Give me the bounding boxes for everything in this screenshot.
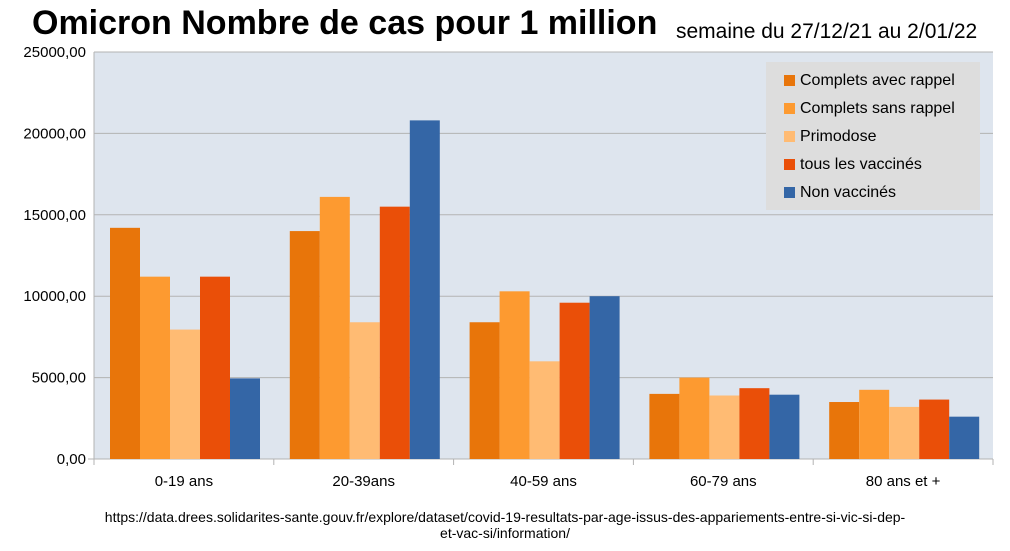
- legend-swatch: [784, 75, 795, 86]
- bar: [889, 406, 920, 459]
- source-url: https://data.drees.solidarites-sante.gou…: [0, 509, 1010, 541]
- legend-label: tous les vaccinés: [800, 156, 922, 173]
- legend-label: Complets sans rappel: [800, 100, 955, 117]
- bar: [230, 378, 260, 459]
- bar: [319, 196, 350, 459]
- bar: [349, 322, 380, 459]
- legend-label: Complets avec rappel: [800, 72, 955, 89]
- x-tick-label: 80 ans et +: [866, 473, 941, 490]
- bar: [589, 296, 620, 459]
- bar: [170, 329, 200, 459]
- bar: [739, 388, 770, 459]
- bar: [919, 399, 950, 459]
- legend-swatch: [784, 131, 795, 142]
- legend-swatch: [784, 103, 795, 114]
- bar: [769, 394, 800, 459]
- bar: [469, 322, 500, 459]
- x-tick-label: 20-39ans: [332, 473, 395, 490]
- bar: [529, 361, 560, 459]
- x-tick-label: 40-59 ans: [510, 473, 577, 490]
- bar: [499, 291, 530, 459]
- y-tick-label: 5000,00: [32, 370, 86, 387]
- bar: [379, 206, 410, 459]
- bar: [709, 395, 740, 459]
- y-tick-label: 15000,00: [23, 207, 86, 224]
- bar: [679, 377, 710, 459]
- bar: [559, 302, 590, 459]
- chart-title: Omicron Nombre de cas pour 1 million: [32, 4, 658, 42]
- bar: [289, 231, 320, 459]
- legend: [766, 62, 980, 210]
- y-tick-label: 10000,00: [23, 288, 86, 305]
- bar: [949, 416, 980, 459]
- legend-label: Non vaccinés: [800, 184, 896, 201]
- chart-subtitle: semaine du 27/12/21 au 2/01/22: [676, 20, 978, 43]
- x-tick-label: 0-19 ans: [155, 473, 213, 490]
- y-tick-label: 0,00: [57, 451, 86, 468]
- bar: [859, 389, 890, 459]
- bar: [649, 393, 680, 459]
- x-tick-label: 60-79 ans: [690, 473, 757, 490]
- legend-label: Primodose: [800, 128, 877, 145]
- bar: [140, 276, 170, 459]
- bar: [409, 120, 440, 459]
- bar: [200, 276, 230, 459]
- source-url-line-2: et-vac-si/information/: [440, 525, 570, 541]
- y-tick-label: 20000,00: [23, 125, 86, 142]
- legend-swatch: [784, 159, 795, 170]
- y-tick-label: 25000,00: [23, 44, 86, 61]
- bar: [110, 227, 140, 459]
- legend-swatch: [784, 187, 795, 198]
- bar: [829, 402, 860, 459]
- source-url-line-1: https://data.drees.solidarites-sante.gou…: [104, 509, 906, 525]
